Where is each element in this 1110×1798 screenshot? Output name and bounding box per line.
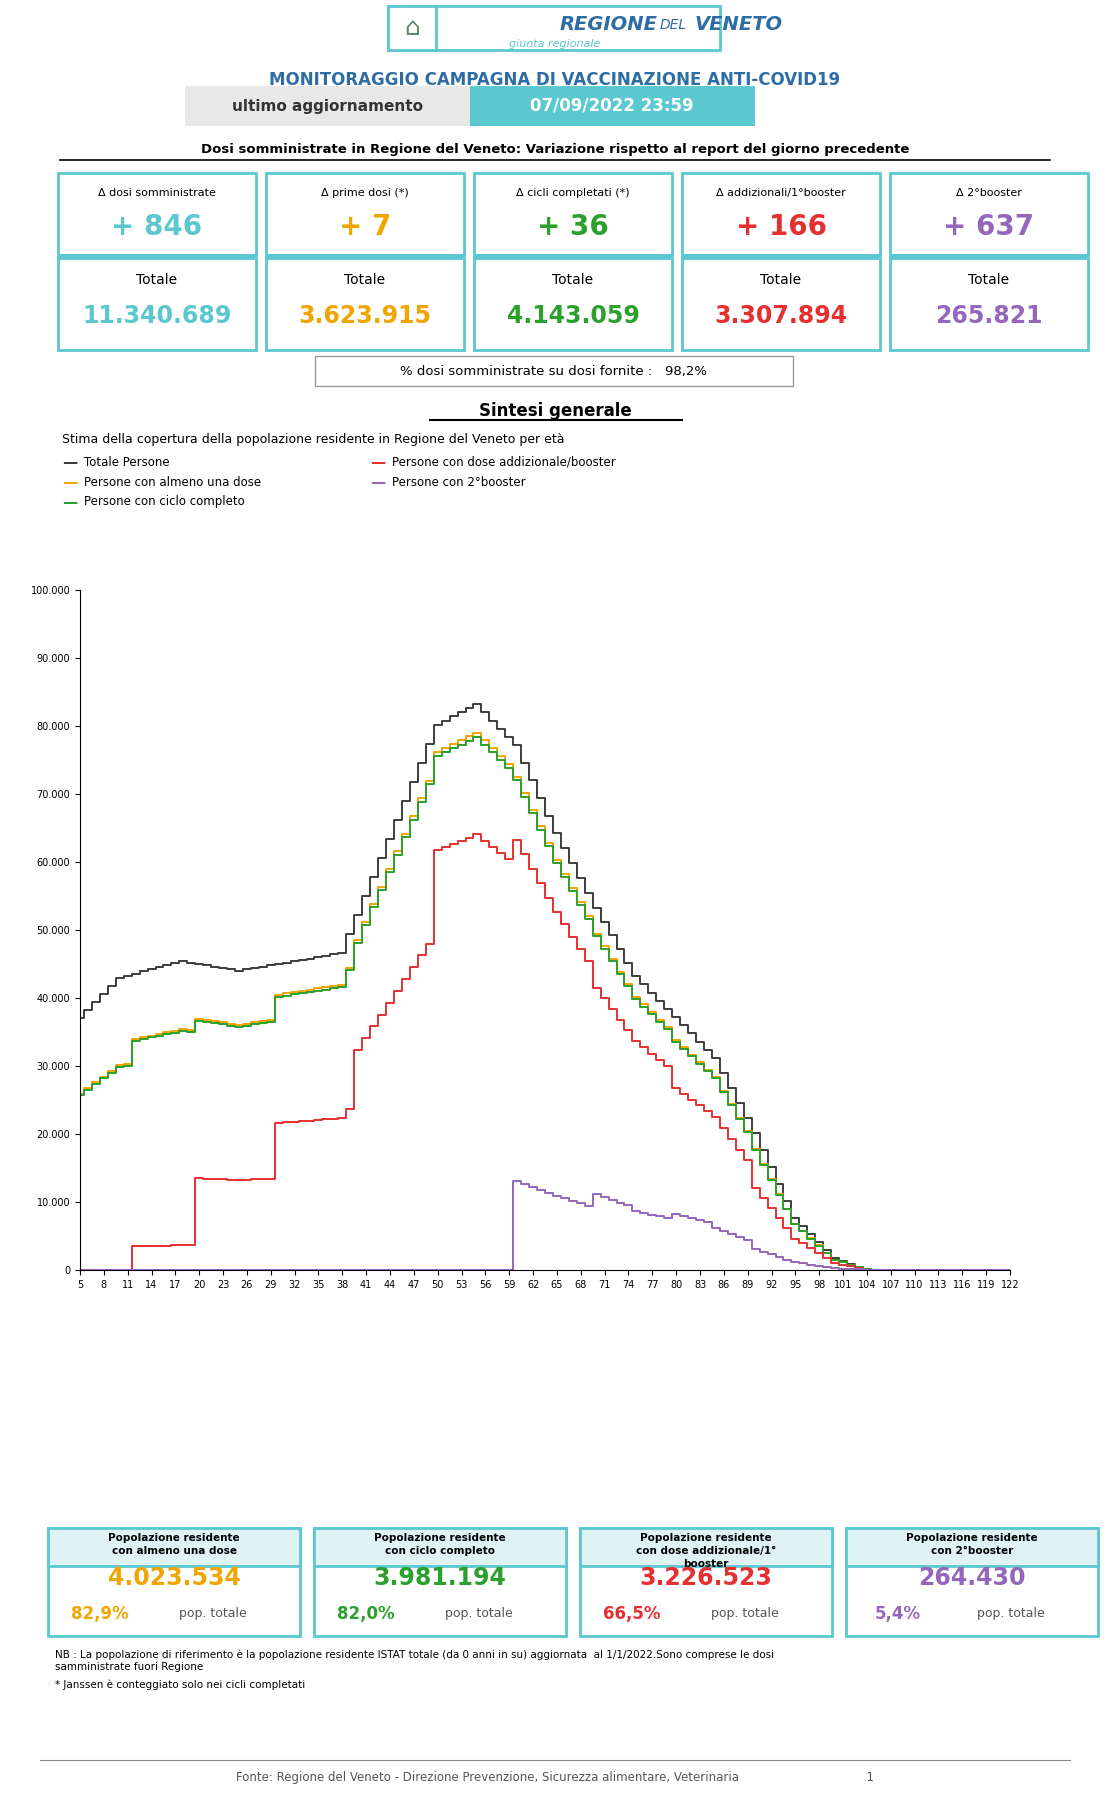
Text: Δ addizionali/1°booster: Δ addizionali/1°booster — [716, 189, 846, 198]
Text: —: — — [62, 494, 78, 509]
Text: Totale: Totale — [137, 273, 178, 288]
Text: 4.023.534: 4.023.534 — [108, 1566, 241, 1589]
Bar — [314, 1528, 566, 1636]
Bar — [581, 1528, 832, 1636]
Text: Persone con ciclo completo: Persone con ciclo completo — [84, 496, 244, 509]
Text: ⌂: ⌂ — [404, 16, 420, 40]
Text: 4.143.059: 4.143.059 — [506, 304, 639, 327]
Text: con almeno una dose: con almeno una dose — [111, 1546, 236, 1555]
Text: REGIONE: REGIONE — [561, 16, 658, 34]
Bar — [470, 86, 755, 126]
Text: % dosi somministrate su dosi fornite :   98,2%: % dosi somministrate su dosi fornite : 9… — [401, 365, 707, 378]
Bar — [474, 257, 672, 351]
Text: pop. totale: pop. totale — [445, 1607, 513, 1620]
Bar — [890, 173, 1088, 255]
Bar — [315, 356, 793, 387]
Text: NB : La popolazione di riferimento è la popolazione residente ISTAT totale (da 0: NB : La popolazione di riferimento è la … — [56, 1651, 774, 1672]
Text: Sintesi generale: Sintesi generale — [478, 403, 632, 421]
Text: con 2°booster: con 2°booster — [931, 1546, 1013, 1555]
Text: Persone con 2°booster: Persone con 2°booster — [392, 475, 526, 489]
Bar — [58, 254, 256, 257]
Bar — [890, 254, 1088, 257]
Text: ultimo aggiornamento: ultimo aggiornamento — [232, 99, 423, 113]
Text: Dosi somministrate in Regione del Veneto: Variazione rispetto al report del gior: Dosi somministrate in Regione del Veneto… — [201, 144, 909, 156]
Text: + 7: + 7 — [339, 212, 391, 241]
Bar — [581, 1528, 832, 1566]
Bar — [474, 254, 672, 257]
Text: —: — — [62, 455, 78, 469]
Text: con ciclo completo: con ciclo completo — [385, 1546, 495, 1555]
Bar — [682, 257, 880, 351]
Text: Popolazione residente: Popolazione residente — [640, 1534, 771, 1543]
Text: Popolazione residente: Popolazione residente — [374, 1534, 506, 1543]
Text: pop. totale: pop. totale — [977, 1607, 1045, 1620]
Text: Popolazione residente: Popolazione residente — [906, 1534, 1038, 1543]
Bar — [388, 5, 720, 50]
Text: con dose addizionale/1°: con dose addizionale/1° — [636, 1546, 776, 1555]
Text: 07/09/2022 23:59: 07/09/2022 23:59 — [531, 97, 694, 115]
Text: 82,9%: 82,9% — [71, 1606, 129, 1624]
Text: —: — — [370, 475, 385, 489]
Text: 5,4%: 5,4% — [875, 1606, 921, 1624]
Text: Totale: Totale — [344, 273, 385, 288]
Text: —: — — [370, 455, 385, 469]
Bar — [314, 1528, 566, 1566]
Bar — [388, 5, 436, 50]
Text: 11.340.689: 11.340.689 — [82, 304, 232, 327]
Bar — [682, 254, 880, 257]
Bar — [474, 173, 672, 255]
Bar — [846, 1528, 1098, 1636]
Text: Totale: Totale — [553, 273, 594, 288]
Text: Δ cicli completati (*): Δ cicli completati (*) — [516, 189, 629, 198]
Bar — [48, 1528, 300, 1566]
Text: DEL: DEL — [660, 18, 687, 32]
Text: —: — — [62, 475, 78, 489]
Text: pop. totale: pop. totale — [712, 1607, 779, 1620]
Text: Δ dosi somministrate: Δ dosi somministrate — [98, 189, 216, 198]
Text: 66,5%: 66,5% — [603, 1606, 660, 1624]
Text: 3.307.894: 3.307.894 — [715, 304, 848, 327]
Bar — [890, 257, 1088, 351]
Bar — [185, 86, 470, 126]
Text: Popolazione residente: Popolazione residente — [108, 1534, 240, 1543]
Text: + 36: + 36 — [537, 212, 609, 241]
Text: 82,0%: 82,0% — [337, 1606, 395, 1624]
Bar — [846, 1528, 1098, 1566]
Bar — [682, 173, 880, 255]
Text: 265.821: 265.821 — [936, 304, 1042, 327]
Text: Fonte: Regione del Veneto - Direzione Prevenzione, Sicurezza alimentare, Veterin: Fonte: Regione del Veneto - Direzione Pr… — [236, 1771, 874, 1784]
Text: + 846: + 846 — [111, 212, 202, 241]
Text: + 166: + 166 — [736, 212, 827, 241]
Text: Δ 2°booster: Δ 2°booster — [956, 189, 1022, 198]
Bar — [266, 173, 464, 255]
Text: VENETO: VENETO — [695, 16, 784, 34]
Text: 3.623.915: 3.623.915 — [299, 304, 432, 327]
Text: MONITORAGGIO CAMPAGNA DI VACCINAZIONE ANTI-COVID19: MONITORAGGIO CAMPAGNA DI VACCINAZIONE AN… — [270, 70, 840, 88]
Bar — [48, 1528, 300, 1636]
Text: 3.981.194: 3.981.194 — [374, 1566, 506, 1589]
Text: Δ prime dosi (*): Δ prime dosi (*) — [321, 189, 408, 198]
Bar — [266, 254, 464, 257]
Bar — [58, 173, 256, 255]
Text: Persone con dose addizionale/booster: Persone con dose addizionale/booster — [392, 455, 616, 469]
Bar — [266, 257, 464, 351]
Text: Totale Persone: Totale Persone — [84, 455, 170, 469]
Text: giunta regionale: giunta regionale — [509, 40, 601, 49]
Text: booster: booster — [684, 1559, 728, 1570]
Text: Persone con almeno una dose: Persone con almeno una dose — [84, 475, 261, 489]
Text: 3.226.523: 3.226.523 — [639, 1566, 773, 1589]
Text: Totale: Totale — [968, 273, 1010, 288]
Bar — [58, 257, 256, 351]
Text: pop. totale: pop. totale — [179, 1607, 246, 1620]
Text: * Janssen è conteggiato solo nei cicli completati: * Janssen è conteggiato solo nei cicli c… — [56, 1679, 305, 1690]
Text: 264.430: 264.430 — [918, 1566, 1026, 1589]
Text: + 637: + 637 — [944, 212, 1035, 241]
Text: Stima della copertura della popolazione residente in Regione del Veneto per età: Stima della copertura della popolazione … — [62, 433, 565, 446]
Text: Totale: Totale — [760, 273, 801, 288]
